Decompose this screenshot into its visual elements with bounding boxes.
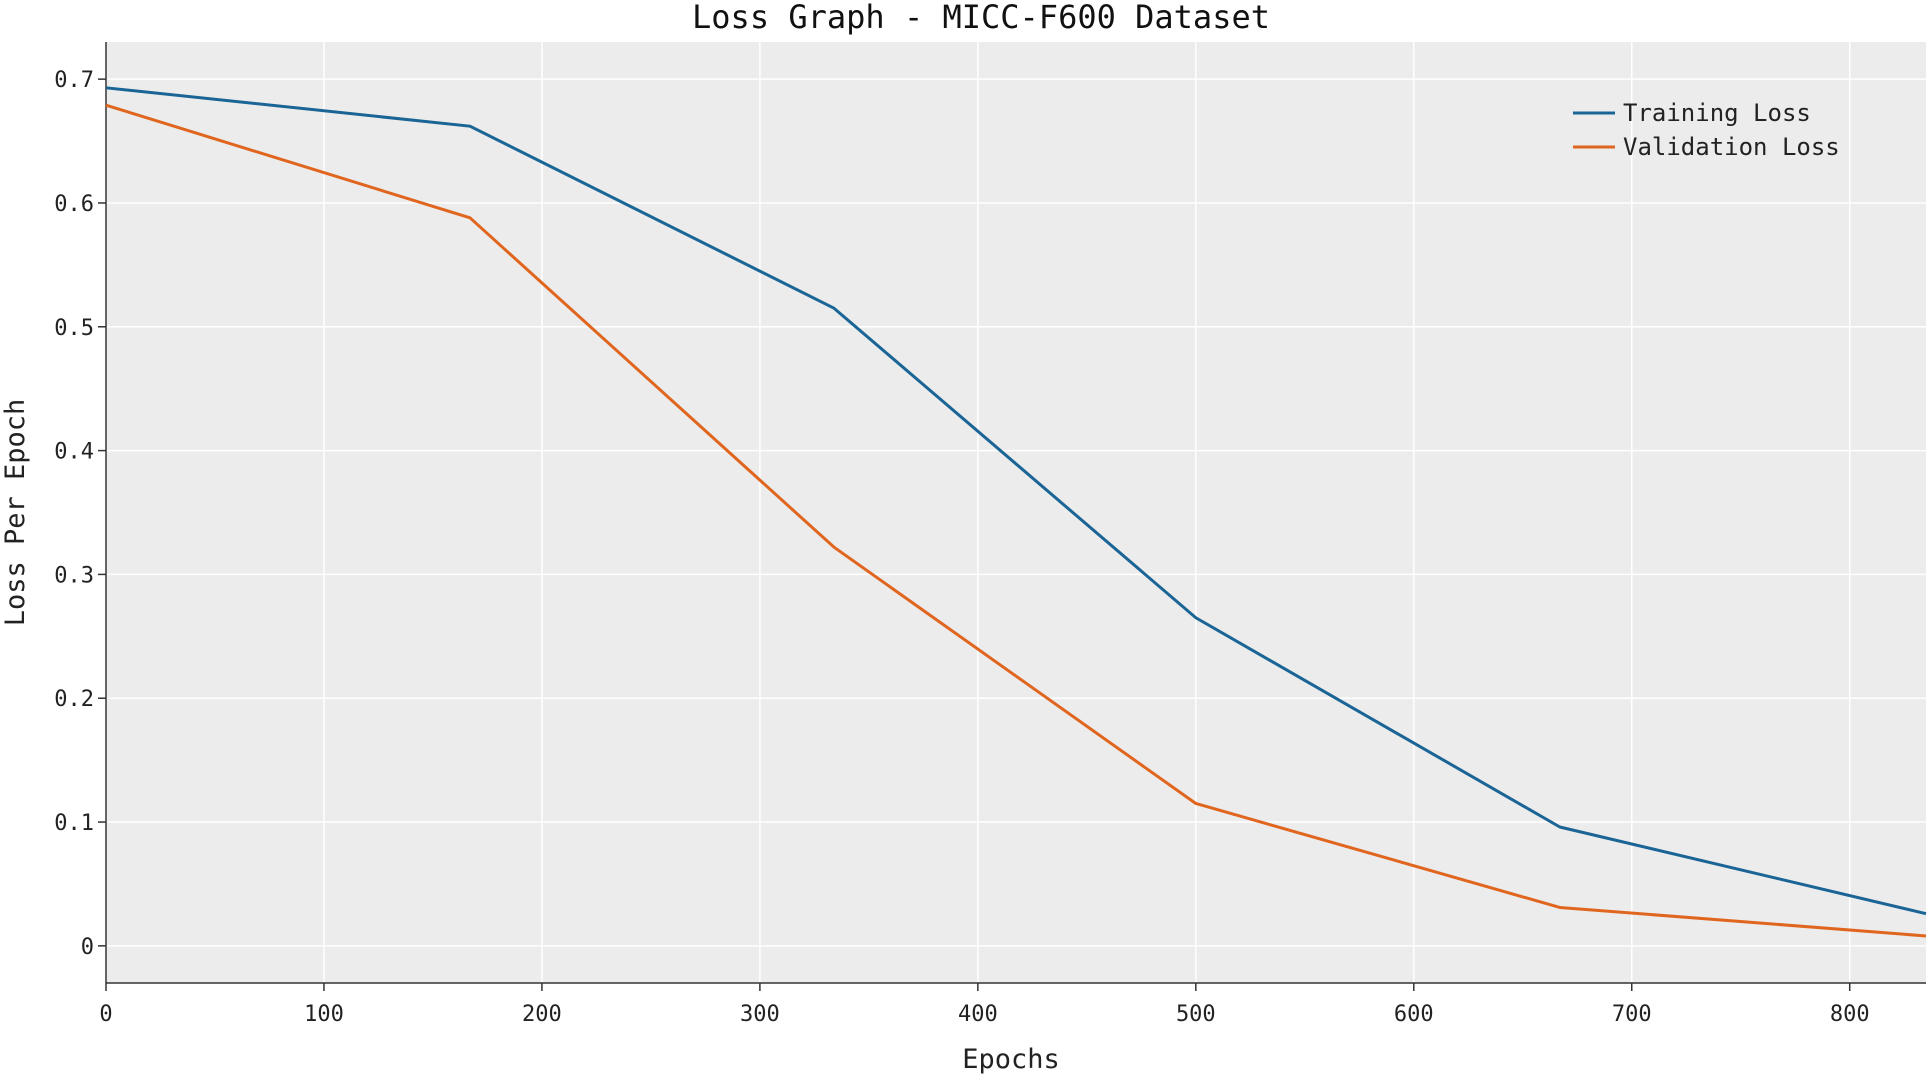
x-tick-label: 200 (522, 1002, 562, 1027)
series-line-validation-loss (105, 103, 1927, 938)
series-lines (105, 86, 1927, 938)
y-tick-label: 0.1 (54, 811, 94, 836)
legend-label: Validation Loss (1623, 133, 1840, 161)
grid-lines (105, 42, 1926, 983)
axes: 0 100 200 300 400 500 600 700 800 0 0.1 0.2 0.3 0.4 0.… (54, 42, 1926, 1027)
x-tick-label: 700 (1612, 1002, 1652, 1027)
y-tick-label: 0.5 (54, 316, 94, 341)
x-tick-label: 0 (99, 1002, 112, 1027)
y-tick-label: 0.2 (54, 687, 94, 712)
y-tick-label: 0 (81, 935, 94, 960)
x-tick-label: 400 (958, 1002, 998, 1027)
x-tick-label: 500 (1176, 1002, 1216, 1027)
series-line-training-loss (105, 86, 1927, 916)
y-tick-label: 0.3 (54, 563, 94, 588)
legend: Training Loss Validation Loss (1573, 99, 1840, 161)
y-tick-label: 0.6 (54, 192, 94, 217)
legend-label: Training Loss (1623, 99, 1811, 127)
x-tick-label: 600 (1394, 1002, 1434, 1027)
x-tick-label: 800 (1830, 1002, 1870, 1027)
chart-title: Loss Graph - MICC-F600 Dataset (692, 0, 1270, 36)
plot-area (106, 42, 1926, 983)
x-tick-label: 300 (740, 1002, 780, 1027)
y-tick-label: 0.7 (54, 68, 94, 93)
y-tick-label: 0.4 (54, 440, 94, 465)
y-axis-title: Loss Per Epoch (0, 399, 31, 627)
x-tick-label: 100 (304, 1002, 344, 1027)
x-axis-title: Epochs (962, 1044, 1060, 1075)
